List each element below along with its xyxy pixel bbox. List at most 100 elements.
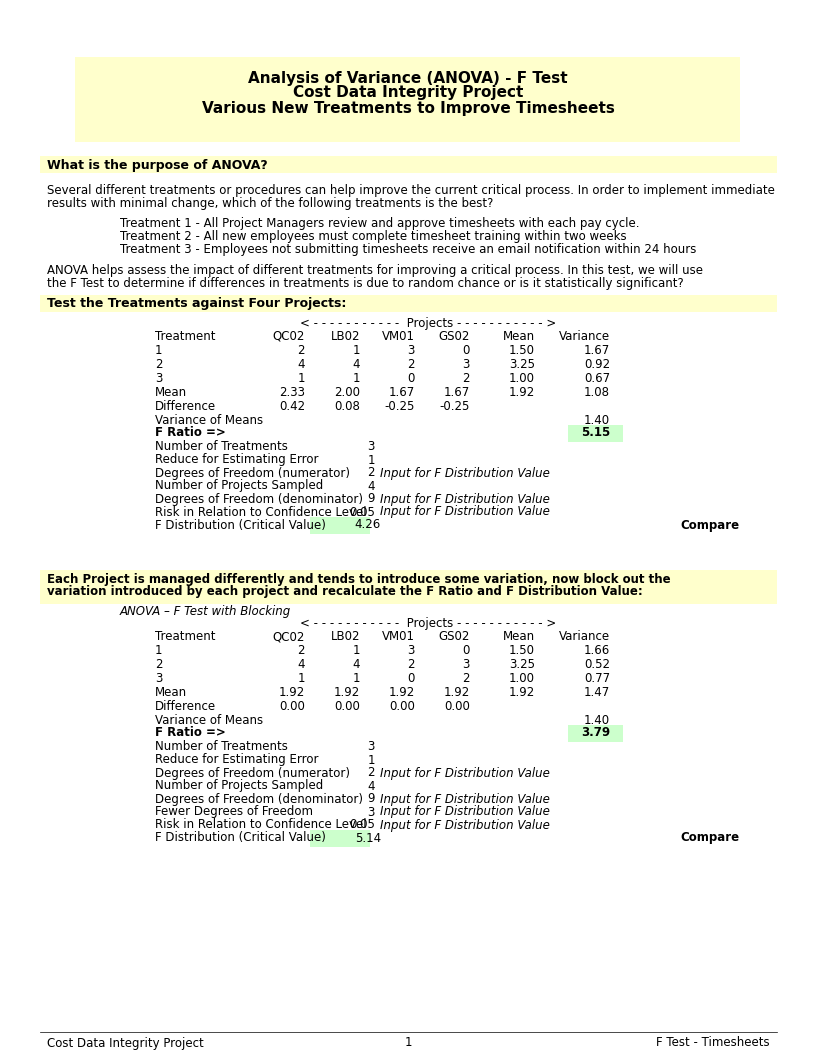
Bar (75, 57, 740, 142)
Text: 1.67: 1.67 (389, 387, 415, 400)
Text: 9: 9 (368, 493, 375, 505)
Text: 1: 1 (368, 754, 375, 766)
Text: 5.14: 5.14 (355, 832, 381, 845)
Text: 1: 1 (155, 645, 163, 657)
Text: Variance of Means: Variance of Means (155, 713, 263, 726)
Text: 1: 1 (352, 344, 360, 356)
Text: Degrees of Freedom (numerator): Degrees of Freedom (numerator) (155, 466, 350, 480)
Text: Treatment: Treatment (155, 330, 216, 342)
Text: 0.92: 0.92 (584, 357, 610, 371)
Text: 0.67: 0.67 (584, 371, 610, 385)
Text: Mean: Mean (155, 686, 187, 700)
Text: Cost Data Integrity Project: Cost Data Integrity Project (47, 1037, 203, 1050)
Text: 1: 1 (297, 672, 305, 686)
Text: 1: 1 (368, 453, 375, 466)
Text: 1.50: 1.50 (509, 645, 535, 657)
Text: 1: 1 (352, 645, 360, 657)
Text: 0.00: 0.00 (334, 700, 360, 712)
Text: Analysis of Variance (ANOVA) - F Test: Analysis of Variance (ANOVA) - F Test (248, 71, 568, 86)
Text: 0.42: 0.42 (279, 400, 305, 412)
Text: Input for F Distribution Value: Input for F Distribution Value (380, 505, 550, 519)
Text: 1.92: 1.92 (509, 686, 535, 700)
Text: Input for F Distribution Value: Input for F Distribution Value (380, 818, 550, 832)
Text: 4: 4 (368, 480, 375, 493)
Text: 1.47: 1.47 (584, 686, 610, 700)
Text: VM01: VM01 (382, 630, 415, 644)
Text: LB02: LB02 (331, 330, 360, 342)
Text: 2: 2 (297, 344, 305, 356)
Text: Variance of Means: Variance of Means (155, 413, 263, 427)
Text: QC02: QC02 (273, 330, 305, 342)
Text: -0.25: -0.25 (385, 400, 415, 412)
Text: 2: 2 (155, 357, 163, 371)
Text: 0.52: 0.52 (584, 659, 610, 671)
Text: F Distribution (Critical Value): F Distribution (Critical Value) (155, 832, 326, 845)
Text: 3: 3 (368, 441, 375, 453)
Text: 1: 1 (155, 344, 163, 356)
Text: Input for F Distribution Value: Input for F Distribution Value (380, 466, 550, 480)
Text: Difference: Difference (155, 700, 217, 712)
Text: Treatment 2 - All new employees must complete timesheet training within two week: Treatment 2 - All new employees must com… (120, 230, 627, 243)
Text: 2: 2 (368, 466, 375, 480)
Text: 3.79: 3.79 (581, 726, 610, 740)
Text: 2: 2 (368, 766, 375, 779)
Text: 0.08: 0.08 (334, 400, 360, 412)
Text: ANOVA helps assess the impact of different treatments for improving a critical p: ANOVA helps assess the impact of differe… (47, 264, 703, 277)
Text: 1.92: 1.92 (389, 686, 415, 700)
Text: 3: 3 (368, 805, 375, 818)
Text: Reduce for Estimating Error: Reduce for Estimating Error (155, 453, 319, 466)
Text: 1: 1 (352, 371, 360, 385)
Text: 3: 3 (368, 741, 375, 754)
Text: 1.66: 1.66 (584, 645, 610, 657)
Text: ANOVA – F Test with Blocking: ANOVA – F Test with Blocking (120, 606, 291, 618)
Text: 4: 4 (352, 659, 360, 671)
Text: 0.00: 0.00 (279, 700, 305, 712)
Text: 2.00: 2.00 (334, 387, 360, 400)
Text: < - - - - - - - - - - -  Projects - - - - - - - - - - - >: < - - - - - - - - - - - Projects - - - -… (300, 617, 556, 630)
Text: 0.05: 0.05 (349, 818, 375, 832)
Text: Input for F Distribution Value: Input for F Distribution Value (380, 766, 550, 779)
Text: 1.67: 1.67 (584, 344, 610, 356)
Text: 1: 1 (297, 371, 305, 385)
Text: LB02: LB02 (331, 630, 360, 644)
Text: 1.00: 1.00 (509, 371, 535, 385)
Text: Each Project is managed differently and tends to introduce some variation, now b: Each Project is managed differently and … (47, 573, 671, 586)
Bar (40, 156, 777, 173)
Text: 2: 2 (297, 645, 305, 657)
Text: 1.92: 1.92 (279, 686, 305, 700)
Text: 3: 3 (462, 357, 470, 371)
Text: results with minimal change, which of the following treatments is the best?: results with minimal change, which of th… (47, 197, 493, 210)
Text: 0.05: 0.05 (349, 505, 375, 519)
Text: Mean: Mean (155, 387, 187, 400)
Text: Cost Data Integrity Project: Cost Data Integrity Project (292, 86, 523, 100)
Text: 4.26: 4.26 (355, 519, 381, 532)
Text: Treatment: Treatment (155, 630, 216, 644)
Text: 4: 4 (352, 357, 360, 371)
Text: Fewer Degrees of Freedom: Fewer Degrees of Freedom (155, 805, 313, 818)
Text: What is the purpose of ANOVA?: What is the purpose of ANOVA? (47, 159, 268, 171)
Text: 3.25: 3.25 (509, 659, 535, 671)
Text: 0: 0 (462, 344, 470, 356)
Text: 2: 2 (408, 357, 415, 371)
Text: Degrees of Freedom (numerator): Degrees of Freedom (numerator) (155, 766, 350, 779)
Text: Variance: Variance (559, 630, 610, 644)
Text: 0: 0 (408, 672, 415, 686)
Text: the F Test to determine if differences in treatments is due to random chance or : the F Test to determine if differences i… (47, 277, 684, 290)
Text: 2.33: 2.33 (279, 387, 305, 400)
Text: QC02: QC02 (273, 630, 305, 644)
Text: 0.77: 0.77 (584, 672, 610, 686)
Text: 3: 3 (462, 659, 470, 671)
Text: 5.15: 5.15 (581, 427, 610, 440)
Text: 1.67: 1.67 (444, 387, 470, 400)
Text: -0.25: -0.25 (440, 400, 470, 412)
Text: Several different treatments or procedures can help improve the current critical: Several different treatments or procedur… (47, 184, 775, 197)
Text: 3.25: 3.25 (509, 357, 535, 371)
Bar (310, 517, 370, 534)
Text: Number of Treatments: Number of Treatments (155, 441, 288, 453)
Text: 1: 1 (352, 672, 360, 686)
Text: 1.50: 1.50 (509, 344, 535, 356)
Text: < - - - - - - - - - - -  Projects - - - - - - - - - - - >: < - - - - - - - - - - - Projects - - - -… (300, 316, 556, 330)
Text: 4: 4 (368, 779, 375, 793)
Text: Number of Projects Sampled: Number of Projects Sampled (155, 779, 324, 793)
Text: F Ratio =>: F Ratio => (155, 427, 225, 440)
